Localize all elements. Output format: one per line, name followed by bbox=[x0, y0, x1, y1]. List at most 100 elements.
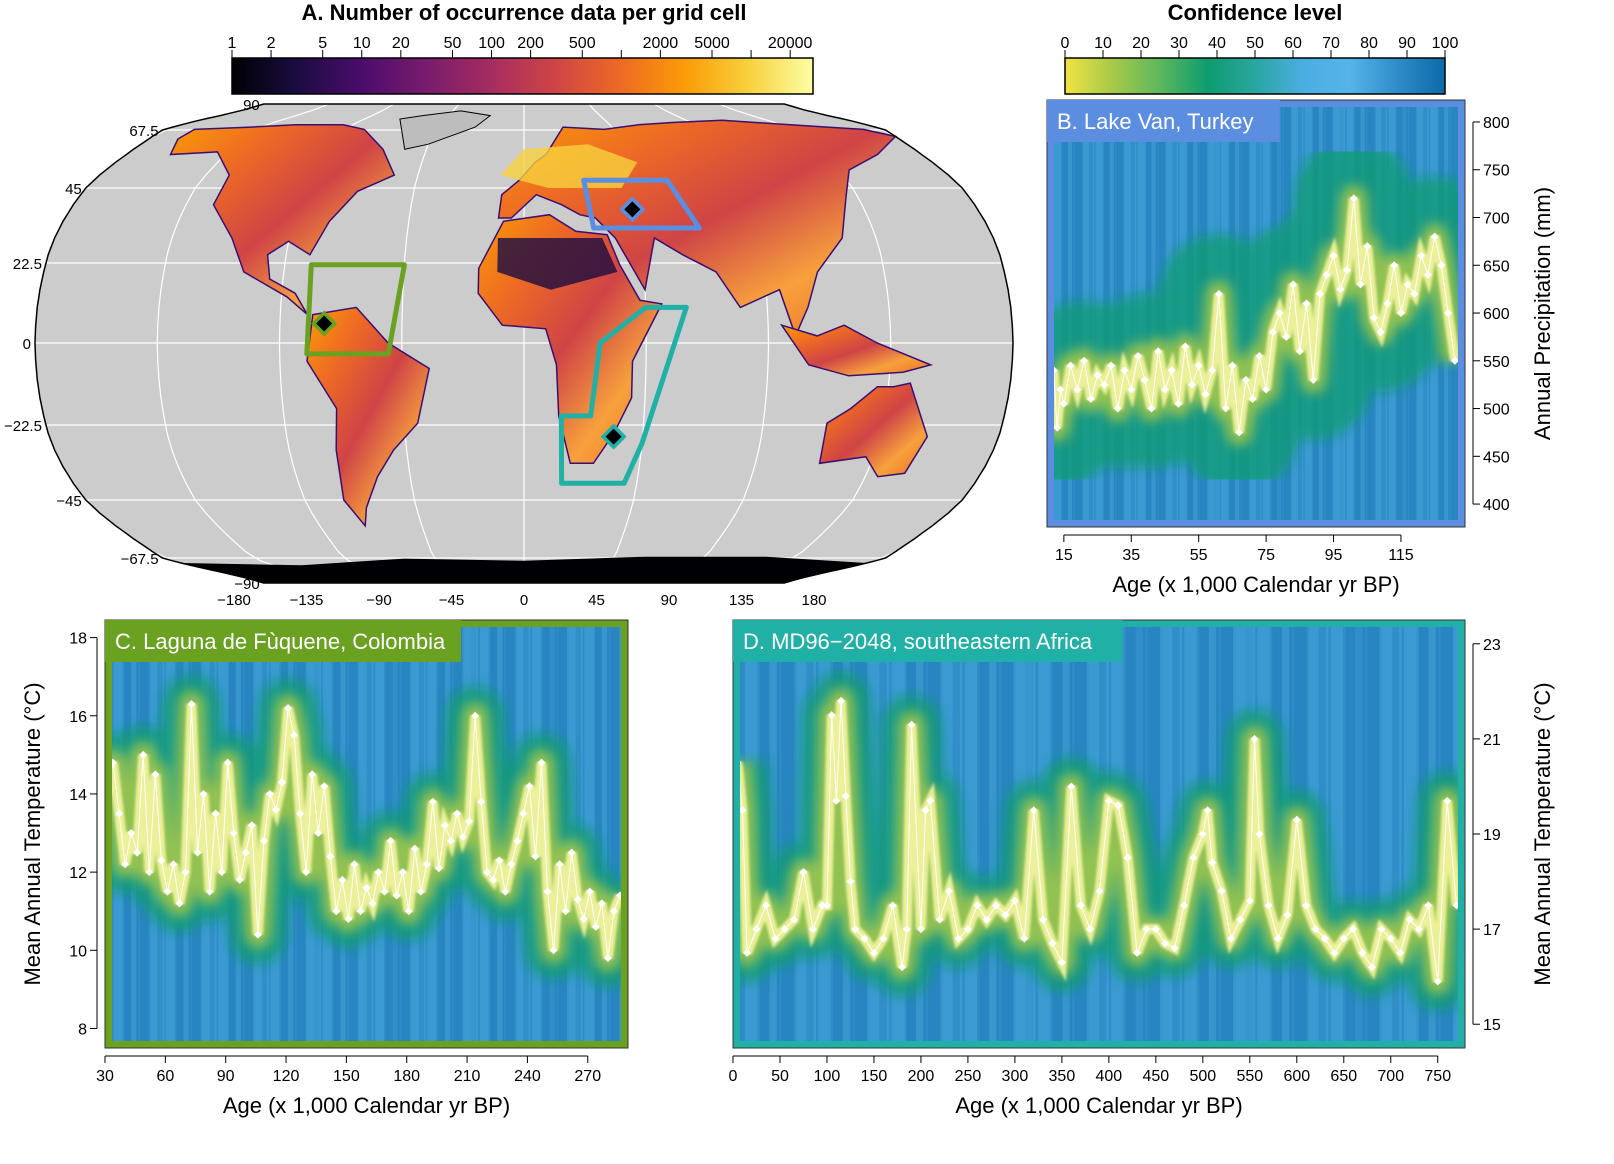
longitude-label: −180 bbox=[217, 592, 251, 609]
y-tick-label: 14 bbox=[69, 787, 87, 804]
study-region-outline bbox=[304, 262, 407, 357]
data-point bbox=[175, 899, 184, 908]
y-tick-label: 700 bbox=[1483, 210, 1510, 227]
landmass-southeast-asia bbox=[779, 323, 934, 377]
data-point bbox=[597, 899, 606, 908]
data-point bbox=[1367, 963, 1376, 972]
colorbar-tick-label: 2000 bbox=[643, 35, 679, 52]
data-point bbox=[827, 711, 836, 720]
data-point bbox=[253, 930, 262, 939]
data-point bbox=[1086, 394, 1095, 403]
data-point bbox=[1067, 782, 1076, 791]
data-point bbox=[921, 806, 930, 815]
data-point bbox=[1396, 948, 1405, 957]
data-point bbox=[1194, 361, 1203, 370]
x-tick-label: 15 bbox=[1055, 547, 1073, 564]
heatmap-streak bbox=[989, 620, 997, 1048]
x-tick-label: 115 bbox=[1388, 547, 1414, 564]
data-point bbox=[1241, 375, 1250, 384]
panel-title-box bbox=[733, 620, 1123, 662]
data-point bbox=[1437, 261, 1446, 270]
data-point bbox=[1316, 289, 1325, 298]
x-tick-label: 700 bbox=[1377, 1068, 1404, 1085]
data-point bbox=[1020, 934, 1029, 943]
data-point bbox=[888, 901, 897, 910]
heatmap bbox=[1047, 100, 1465, 527]
panel-title-box bbox=[1047, 100, 1280, 142]
data-point bbox=[501, 887, 510, 896]
colorbar-tick-label: 50 bbox=[444, 35, 462, 52]
x-tick-label: 500 bbox=[1189, 1068, 1216, 1085]
data-point bbox=[1057, 958, 1066, 967]
latitude-label: 67.5 bbox=[129, 123, 158, 140]
data-point bbox=[531, 852, 540, 861]
latitude-label: −45 bbox=[56, 493, 81, 510]
data-point bbox=[483, 868, 492, 877]
data-point bbox=[1151, 925, 1160, 934]
confidence-tick-label: 70 bbox=[1322, 35, 1340, 52]
x-tick-label: 250 bbox=[955, 1068, 982, 1085]
data-point bbox=[350, 860, 359, 869]
x-tick-label: 270 bbox=[574, 1068, 601, 1085]
data-point bbox=[1066, 361, 1075, 370]
y-tick-label: 10 bbox=[69, 943, 87, 960]
data-point bbox=[1292, 815, 1301, 824]
data-point bbox=[963, 925, 972, 934]
data-point bbox=[1336, 285, 1345, 294]
data-point bbox=[513, 836, 522, 845]
data-point bbox=[1390, 261, 1399, 270]
data-point bbox=[1114, 801, 1123, 810]
landmass-south-america bbox=[306, 306, 431, 528]
data-point bbox=[1048, 939, 1057, 948]
data-point bbox=[841, 791, 850, 800]
x-tick-label: 210 bbox=[454, 1068, 481, 1085]
longitude-label: 135 bbox=[729, 592, 754, 609]
data-point bbox=[761, 901, 770, 910]
data-point bbox=[1423, 270, 1432, 279]
data-point bbox=[386, 836, 395, 845]
y-tick-label: 400 bbox=[1483, 497, 1510, 514]
x-tick-label: 600 bbox=[1283, 1068, 1310, 1085]
colorbar-tick-label: 2 bbox=[267, 35, 276, 52]
y-axis-label: Mean Annual Temperature (°C) bbox=[20, 682, 45, 985]
data-point bbox=[799, 868, 808, 877]
y-tick-label: 500 bbox=[1483, 402, 1510, 419]
landmass-greenland bbox=[399, 110, 492, 150]
panel-d-md96-2048: D. MD96−2048, southeastern Africa 0 50 100 1… bbox=[729, 619, 1555, 1118]
data-point bbox=[459, 832, 468, 841]
confidence-colorbar-fill bbox=[1064, 57, 1446, 95]
heatmap-streak bbox=[769, 620, 777, 1048]
y-tick-label: 550 bbox=[1483, 354, 1510, 371]
data-point bbox=[1160, 385, 1169, 394]
data-point bbox=[1349, 925, 1358, 934]
y-tick-label: 450 bbox=[1483, 449, 1510, 466]
data-point bbox=[808, 925, 817, 934]
data-point bbox=[326, 852, 335, 861]
heatmap bbox=[105, 620, 628, 1048]
data-point bbox=[1104, 796, 1113, 805]
data-point bbox=[1073, 385, 1082, 394]
data-point bbox=[1444, 309, 1453, 318]
colorbar-tick-label: 5 bbox=[318, 35, 327, 52]
longitude-label: 45 bbox=[588, 592, 605, 609]
data-point bbox=[818, 901, 827, 910]
data-point bbox=[1217, 887, 1226, 896]
data-point bbox=[567, 848, 576, 857]
x-tick-label: 75 bbox=[1257, 547, 1275, 564]
confidence-tick-label: 50 bbox=[1246, 35, 1264, 52]
data-point bbox=[1203, 806, 1212, 815]
data-point bbox=[1320, 934, 1329, 943]
data-point bbox=[235, 875, 244, 884]
data-point bbox=[1302, 299, 1311, 308]
data-point bbox=[935, 915, 944, 924]
y-tick-label: 16 bbox=[69, 709, 87, 726]
longitude-label: 90 bbox=[661, 592, 678, 609]
data-point bbox=[145, 868, 154, 877]
confidence-tick-label: 90 bbox=[1398, 35, 1416, 52]
y-tick-label: 8 bbox=[78, 1021, 87, 1038]
data-point bbox=[1322, 270, 1331, 279]
data-point bbox=[1056, 385, 1065, 394]
colorbar-tick-label: 100 bbox=[478, 35, 505, 52]
data-point bbox=[1120, 366, 1129, 375]
